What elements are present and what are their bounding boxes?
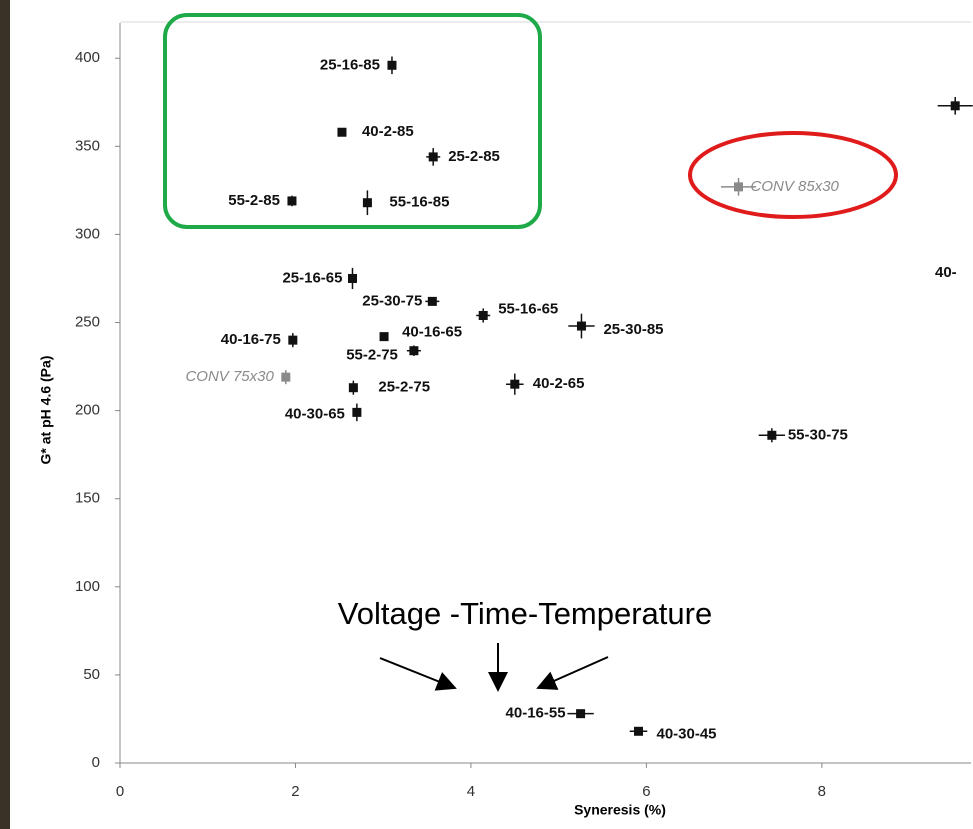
point-label: 40-16-55 [506, 705, 566, 722]
y-tick-label: 100 [75, 578, 100, 595]
point [510, 379, 520, 389]
highlight-box [163, 13, 542, 229]
point-label: 25-30-75 [362, 292, 422, 309]
point [281, 372, 291, 382]
x-tick-label: 8 [818, 783, 826, 800]
point [362, 198, 372, 208]
y-axis-title: G* at pH 4.6 (Pa) [38, 356, 54, 465]
y-tick-label: 400 [75, 49, 100, 66]
point [337, 127, 347, 137]
y-tick-label: 0 [92, 754, 100, 771]
point [379, 332, 389, 342]
point-label: 55-2-75 [346, 347, 398, 364]
point [478, 310, 488, 320]
point [348, 383, 358, 393]
point [387, 60, 397, 70]
x-tick-label: 4 [467, 783, 475, 800]
point [767, 430, 777, 440]
point [576, 321, 586, 331]
point-label: 40-30-45 [656, 725, 716, 742]
point-label: 25-16-85 [320, 56, 380, 73]
x-tick-label: 2 [291, 783, 299, 800]
point-label: 40-16-65 [402, 324, 462, 341]
point-label: 40-16-75 [221, 331, 281, 348]
point [409, 346, 419, 356]
point-label: 25-2-85 [448, 148, 500, 165]
point [352, 407, 362, 417]
annotation: Voltage -Time-Temperature [338, 596, 712, 631]
point-label: 55-2-85 [228, 192, 280, 209]
x-tick-label: 0 [116, 783, 124, 800]
highlight-ellipse [688, 131, 898, 219]
point [347, 273, 357, 283]
y-tick-label: 150 [75, 490, 100, 507]
point-label: 55-30-75 [788, 426, 848, 443]
point-label: 55-16-85 [389, 194, 449, 211]
y-tick-label: 300 [75, 225, 100, 242]
point-label: CONV 85x30 [751, 178, 840, 195]
point [428, 152, 438, 162]
x-tick-label: 6 [642, 783, 650, 800]
y-tick-label: 350 [75, 137, 100, 154]
point [950, 101, 960, 111]
point-label: CONV 75x30 [185, 368, 274, 385]
x-axis-title: Syneresis (%) [574, 802, 666, 818]
point [288, 335, 298, 345]
y-tick-label: 50 [83, 666, 100, 683]
arrows [379, 643, 609, 692]
point-label: 55-16-65 [498, 300, 558, 317]
point [734, 182, 744, 192]
point [287, 196, 297, 206]
point [633, 726, 643, 736]
partial-label: 40- [935, 264, 957, 281]
point-label: 40-2-85 [362, 123, 414, 140]
point [576, 709, 586, 719]
point [427, 296, 437, 306]
point-label: 25-30-85 [603, 321, 663, 338]
y-tick-label: 250 [75, 313, 100, 330]
y-tick-label: 200 [75, 402, 100, 419]
plot-background [10, 0, 973, 829]
point-label: 25-16-65 [282, 269, 342, 286]
point-label: 25-2-75 [378, 379, 430, 396]
point-label: 40-30-65 [285, 405, 345, 422]
point-label: 40-2-65 [533, 375, 585, 392]
